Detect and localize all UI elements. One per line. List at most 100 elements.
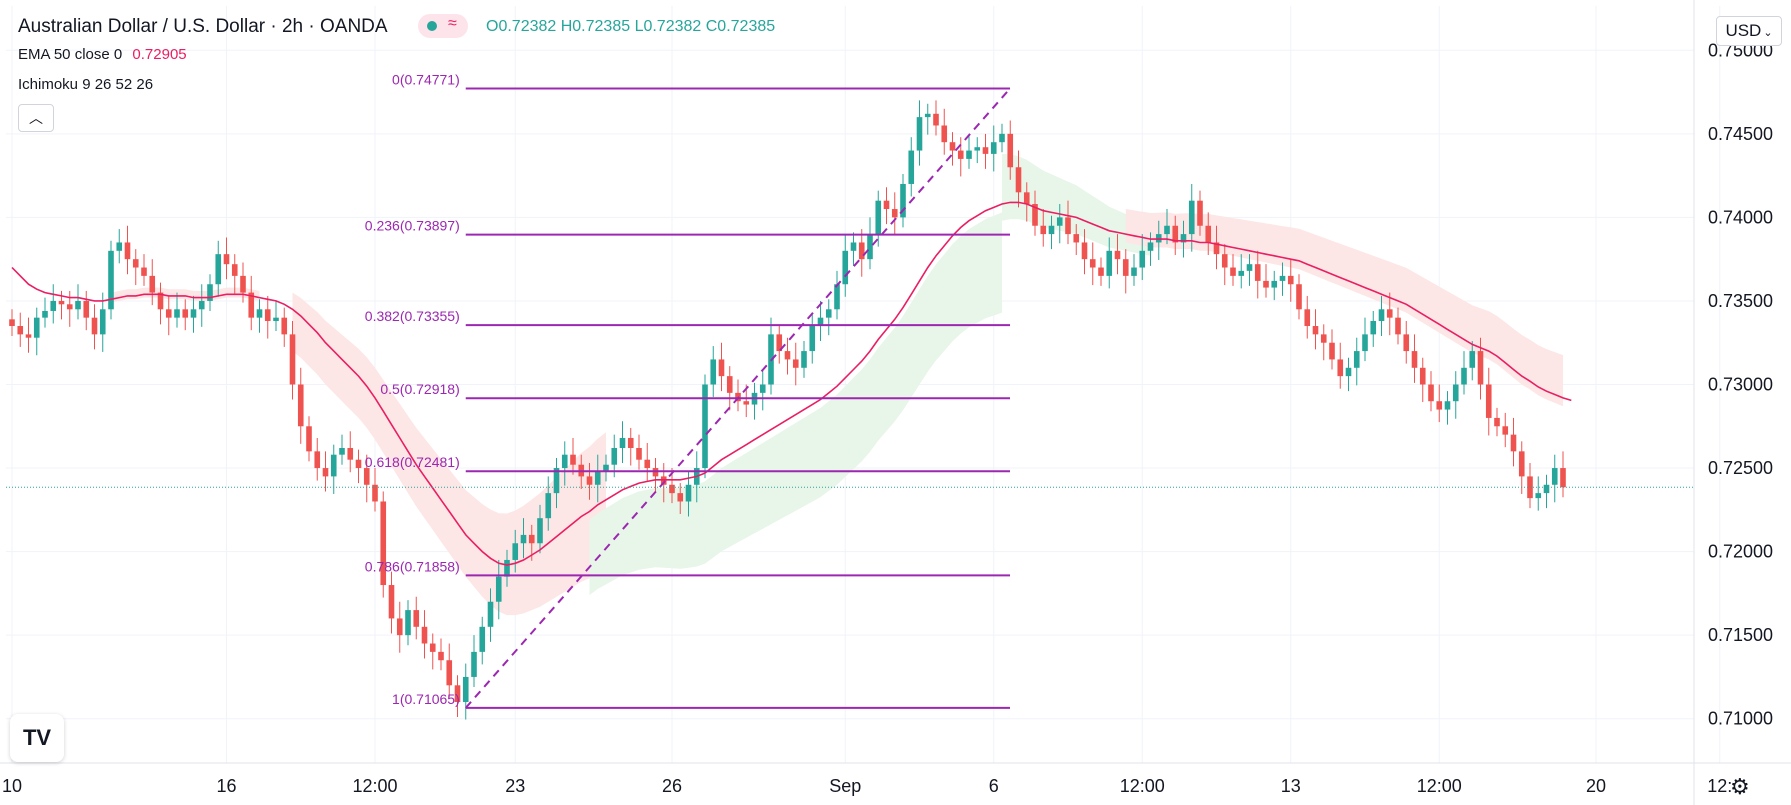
candle-body	[1304, 309, 1311, 327]
candle-body	[1122, 259, 1129, 276]
candle-body	[116, 242, 123, 251]
candle-body	[504, 559, 510, 577]
candle-body	[1164, 225, 1170, 235]
candle-body	[1081, 242, 1088, 260]
candle-body	[1469, 351, 1476, 368]
candle-body	[58, 300, 65, 305]
symbol-title[interactable]: Australian Dollar / U.S. Dollar · 2h · O…	[18, 16, 388, 37]
candle-body	[380, 501, 387, 586]
tradingview-logo[interactable]: TV	[10, 714, 64, 762]
candle-body	[1378, 309, 1385, 321]
candle-body	[1205, 225, 1212, 243]
candle-body	[33, 317, 40, 338]
candle-body	[1089, 259, 1096, 268]
candle-body	[1296, 284, 1302, 310]
candle-body	[710, 359, 717, 385]
chevron-up-icon[interactable]: ︿	[18, 104, 54, 132]
candle-body	[149, 275, 156, 293]
candle-body	[1485, 384, 1492, 418]
ema-legend[interactable]: EMA 50 close 0 0.72905	[18, 46, 187, 63]
candle-body	[1444, 401, 1451, 410]
candle-body	[256, 309, 263, 318]
candle-body	[1230, 267, 1236, 276]
candle-body	[1197, 200, 1203, 226]
candle-body	[900, 183, 906, 218]
ichimoku-legend[interactable]: Ichimoku 9 26 52 26	[18, 76, 154, 93]
currency-selector[interactable]: USD ⌄	[1716, 16, 1782, 46]
candle-body	[883, 200, 890, 210]
candle-body	[165, 309, 172, 318]
fib-level-label: 0.618(0.72481)	[365, 454, 460, 470]
candle-body	[1180, 234, 1187, 243]
candle-body	[817, 317, 824, 327]
ichimoku-cloud-bull	[1002, 153, 1151, 256]
candle-body	[603, 464, 609, 472]
candle-body	[1139, 250, 1146, 268]
candle-body	[355, 459, 362, 469]
candle-body	[99, 309, 106, 335]
candle-body	[512, 543, 519, 560]
candle-body	[1098, 267, 1104, 276]
data-badge[interactable]: ≈	[418, 14, 468, 38]
candle-body	[124, 242, 131, 260]
candle-body	[726, 376, 733, 393]
candle-body	[1155, 234, 1162, 243]
candle-body	[743, 401, 750, 405]
candle-body	[850, 242, 857, 251]
candle-body	[1246, 264, 1253, 271]
candle-body	[1254, 264, 1261, 281]
candle-body	[1560, 468, 1566, 488]
candle-body	[776, 334, 783, 352]
candle-body	[702, 384, 708, 469]
candle-body	[891, 209, 898, 218]
fib-level-label: 0(0.74771)	[392, 72, 460, 88]
gear-icon[interactable]: ⚙	[1730, 774, 1750, 799]
candle-body	[644, 459, 651, 469]
candle-body	[1007, 133, 1014, 168]
candle-body	[685, 484, 692, 502]
candle-body	[561, 454, 568, 469]
candle-body	[982, 147, 989, 154]
candle-body	[801, 351, 807, 368]
x-tick-label: 26	[662, 776, 682, 796]
candle-body	[9, 319, 15, 327]
fib-level-label: 0.786(0.71858)	[365, 558, 460, 574]
candle-body	[471, 651, 477, 677]
fib-level-label: 1(0.71065)	[392, 691, 460, 707]
candle-body	[1477, 351, 1484, 385]
candle-body	[957, 150, 964, 159]
x-tick-label: 13	[1281, 776, 1301, 796]
candle-body	[1172, 225, 1179, 243]
candle-body	[867, 234, 873, 260]
y-tick-label: 0.71000	[1708, 709, 1773, 729]
candle-body	[834, 284, 840, 310]
candle-body	[17, 326, 24, 335]
candle-body	[1320, 334, 1327, 343]
candle-body	[479, 626, 486, 652]
candle-body	[1238, 270, 1245, 276]
candle-body	[231, 264, 238, 276]
currency-label: USD	[1725, 21, 1762, 40]
candle-body	[132, 259, 139, 268]
x-tick-label: 6	[989, 776, 999, 796]
x-tick-label: 12:00	[1417, 776, 1462, 796]
candle-body	[413, 610, 420, 627]
candle-body	[924, 113, 931, 118]
candle-body	[289, 334, 296, 385]
candle-body	[553, 468, 560, 494]
candle-body	[537, 518, 543, 544]
candle-body	[190, 309, 197, 318]
candle-body	[677, 493, 684, 502]
candle-body	[1436, 401, 1443, 410]
candle-body	[1543, 484, 1550, 494]
candle-body	[1131, 267, 1137, 276]
candle-body	[50, 300, 57, 311]
x-tick-label: 12:00	[1120, 776, 1165, 796]
candle-body	[248, 292, 255, 318]
candle-body	[1015, 167, 1022, 193]
candle-body	[594, 471, 601, 485]
candle-body	[520, 534, 527, 544]
y-tick-label: 0.73000	[1708, 375, 1773, 395]
candle-body	[1056, 217, 1063, 226]
